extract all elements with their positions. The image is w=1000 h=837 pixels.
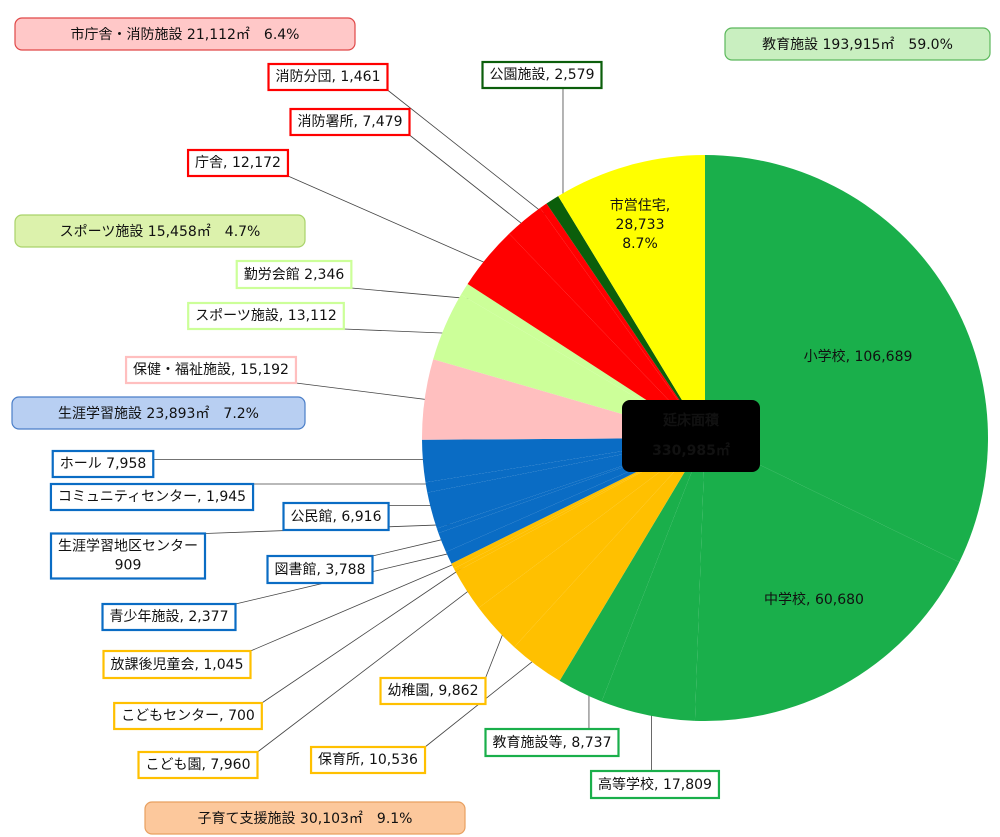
leader-line	[409, 134, 538, 236]
callout-box	[137, 750, 259, 780]
group-box	[144, 801, 466, 835]
callout-box	[589, 769, 721, 800]
callout-box	[51, 449, 155, 479]
slice-label: 中学校, 60,680	[764, 591, 864, 608]
callout-label: 幼稚園, 9,862	[388, 683, 479, 699]
callout-label: 公園施設, 2,579	[490, 67, 595, 83]
callout-label: スポーツ施設, 13,112	[195, 308, 337, 324]
leader-lines	[153, 88, 652, 771]
group-box	[724, 27, 991, 61]
callout-label: 庁舎, 12,172	[195, 155, 281, 171]
callout-label: 放課後児童会, 1,045	[111, 656, 244, 673]
callout-box	[481, 60, 603, 90]
group-label: 生涯学習施設 23,893㎡ 7.2%	[58, 406, 259, 422]
callout-box	[49, 532, 207, 580]
callout-box	[102, 649, 252, 680]
callout-label: 保健・福祉施設, 15,192	[133, 362, 289, 378]
callout-box	[49, 482, 255, 512]
pie-slice	[514, 438, 705, 681]
callout-label: コミュニティセンター, 1,945	[58, 489, 246, 505]
leader-line	[387, 89, 555, 223]
leader-line	[287, 175, 503, 271]
leader-line	[250, 556, 471, 652]
callout-label: 保育所, 10,536	[318, 752, 418, 768]
callout-label: 高等学校, 17,809	[598, 776, 712, 793]
group-label: スポーツ施設 15,458㎡ 4.7%	[60, 224, 261, 240]
callout-box	[235, 259, 353, 290]
pie-slice	[509, 208, 705, 438]
callout-box	[266, 554, 374, 585]
callout-label: こどもセンター, 700	[121, 708, 255, 724]
label-line: 生涯学習地区センター	[58, 539, 198, 555]
callout-label: 公民館, 6,916	[291, 508, 382, 525]
center-label: 延床面積	[662, 412, 720, 429]
callout-label: 勤労会館 2,346	[244, 266, 345, 283]
label-line: 8.7%	[622, 236, 658, 252]
label-line: 市営住宅,	[610, 197, 670, 214]
callout-box	[113, 701, 263, 731]
center-label: 330,985㎡	[652, 442, 730, 459]
callout-label: 消防署所, 7,479	[298, 114, 403, 130]
callout-box	[267, 62, 389, 92]
leader-line	[261, 560, 473, 704]
callout-label: 生涯学習地区センター 909	[58, 539, 198, 574]
callout-box	[309, 745, 427, 775]
group-box	[11, 396, 306, 430]
callout-label: こども園, 7,960	[146, 757, 251, 773]
callout-box	[282, 501, 390, 532]
callout-label: ホール 7,958	[60, 456, 147, 472]
pie-slice	[601, 438, 705, 721]
slices	[422, 155, 988, 721]
label-line: 28,733	[616, 217, 665, 233]
callout-box	[186, 148, 290, 178]
pie-slice	[546, 196, 705, 438]
leader-line	[295, 382, 445, 403]
label-line: 909	[115, 558, 142, 574]
center-box	[622, 400, 760, 472]
callout-label: 図書館, 3,788	[275, 561, 366, 578]
callout-label: 青少年施設, 2,377	[110, 609, 229, 625]
group-label: 市庁舎・消防施設 21,112㎡ 6.4%	[70, 26, 299, 43]
pie-slice	[478, 438, 705, 648]
callout-label: 教育施設等, 8,737	[493, 734, 612, 751]
pie-slice	[705, 155, 988, 563]
callout-box	[187, 301, 345, 331]
pie-slice	[559, 438, 705, 702]
group-box	[14, 214, 306, 248]
slice-label: 市営住宅, 28,733 8.7%	[610, 197, 670, 252]
callout-box	[101, 602, 237, 632]
group-box	[14, 17, 356, 51]
slice-label: 小学校, 106,689	[804, 348, 913, 365]
pie-slice	[558, 155, 705, 438]
pie-slice	[540, 203, 705, 438]
pie-slice	[455, 438, 705, 608]
callout-box	[379, 676, 487, 706]
group-label: 教育施設 193,915㎡ 59.0%	[762, 37, 953, 53]
pie-slice	[460, 283, 705, 438]
pie-slice	[694, 438, 960, 721]
leader-line	[257, 579, 484, 753]
pie-slice	[467, 233, 705, 438]
labels: 小学校, 106,689 中学校, 60,680 高等学校, 17,809 教育施設等…	[49, 60, 913, 800]
callout-box	[289, 107, 411, 137]
callout-box	[124, 355, 298, 385]
callout-label: 消防分団, 1,461	[276, 69, 381, 85]
group-label: 子育て支援施設 30,103㎡ 9.1%	[197, 811, 412, 827]
callout-box	[484, 727, 620, 758]
